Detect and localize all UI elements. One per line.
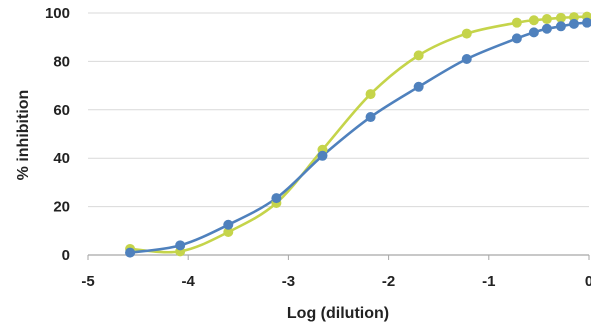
series-1-point [541,14,552,25]
series-2-point [528,27,539,38]
series-1-point [413,50,424,61]
x-tick-label: -2 [382,273,395,290]
series-2-point [413,81,424,92]
series-1-point [461,28,472,39]
series-2-point [568,18,579,29]
series-2-point [541,23,552,34]
series-2-point [461,53,472,64]
y-tick-label: 0 [62,247,70,264]
series-2-point [555,21,566,32]
series-2-point [125,247,136,258]
gridlines [88,12,589,208]
series-1-point [223,227,234,238]
y-tick-label: 60 [53,102,70,119]
series-1-point [365,89,376,100]
y-tick-label: 100 [45,5,70,22]
series-line-1 [128,15,589,254]
x-tick-label: -5 [81,273,94,290]
x-tick-label: -3 [282,273,295,290]
axes [87,254,590,260]
series-1-point [528,15,539,26]
series-line-2 [128,21,589,254]
y-tick-label: 80 [53,53,70,70]
x-tick-label: -4 [182,273,196,290]
series-2-point [582,17,591,28]
series-1-point [555,12,566,23]
series-1-point [511,17,522,28]
series-2-point [175,240,186,251]
series-markers [125,11,591,258]
tick-labels: 0 20 40 60 80 100 -5 -4 -3 -2 -1 0 [45,5,591,290]
series-2-point [271,193,282,204]
y-axis-title: % inhibition [15,90,32,181]
x-tick-label: -1 [482,273,495,290]
x-axis-title: Log (dilution) [287,305,389,322]
series-2-point [223,219,234,230]
y-tick-label: 20 [53,199,70,216]
series-2-point [365,112,376,123]
y-tick-label: 40 [53,150,70,167]
series-2-point [511,33,522,44]
series-2-point [317,150,328,161]
series-lines [128,15,589,254]
x-tick-label: 0 [585,273,591,290]
